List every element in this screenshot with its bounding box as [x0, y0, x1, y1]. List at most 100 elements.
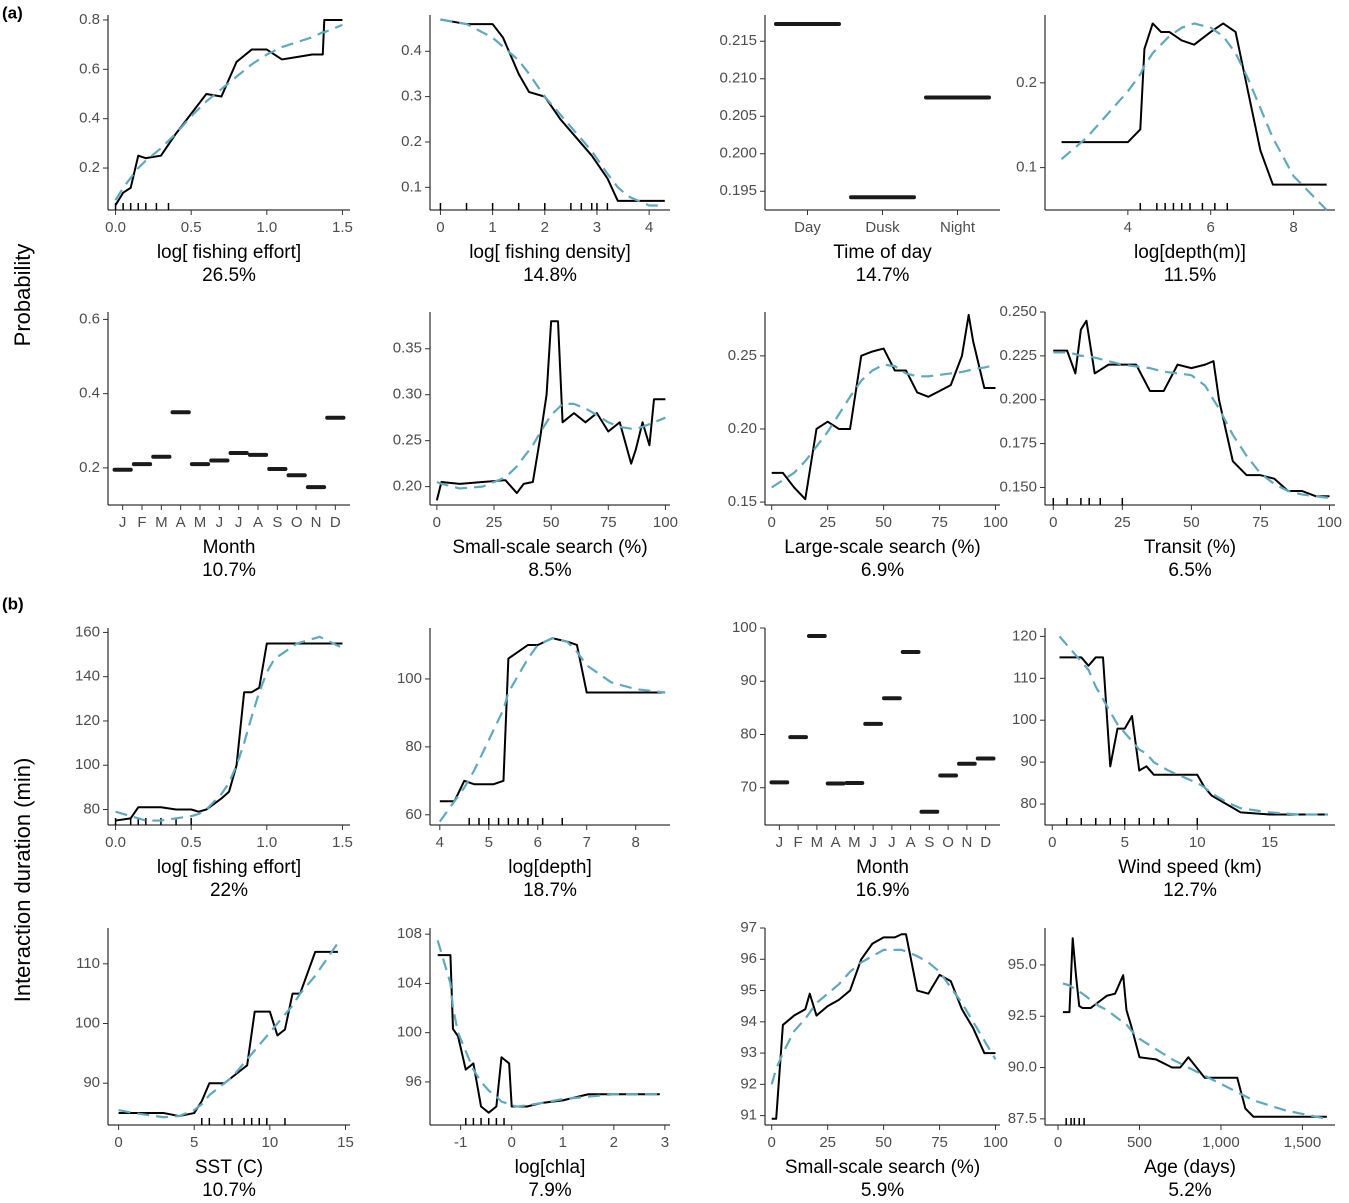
x-tick-label: 6: [534, 834, 542, 851]
y-tick-label: 100: [397, 670, 422, 687]
y-tick-label: 0.195: [719, 182, 757, 199]
y-tick-label: 0.225: [999, 347, 1037, 364]
x-tick-label: 0: [508, 1134, 516, 1151]
y-tick-label: 0.1: [401, 178, 422, 195]
x-tick-label: 0: [1054, 1134, 1062, 1151]
y-tick-label: 0.2: [79, 159, 100, 176]
x-tick-label: 75: [1252, 514, 1269, 531]
x-tick-label: M: [155, 514, 168, 531]
x-tick-label: 1: [488, 219, 496, 236]
x-tick-label: O: [291, 514, 303, 531]
subtitle: 14.8%: [523, 265, 577, 286]
y-tick-label: 110: [1013, 669, 1037, 686]
y-tick-label: 100: [732, 619, 757, 636]
y-tick-label: 0.200: [999, 391, 1037, 408]
y-tick-label: 70: [740, 779, 757, 796]
y-tick-label: 0.150: [999, 478, 1037, 495]
y-tick-label: 91: [740, 1107, 757, 1124]
x-tick-label: 0.0: [105, 834, 126, 851]
x-tick-label: 75: [931, 514, 948, 531]
y-tick-label: 0.3: [401, 88, 422, 105]
x-tick-label: Day: [794, 219, 821, 236]
x-tick-label: 50: [875, 1134, 892, 1151]
y-tick-label: 90: [83, 1074, 100, 1091]
x-tick-label: -1: [454, 1134, 467, 1151]
x-tick-label: 7: [583, 834, 591, 851]
x-axis-label: log[ fishing effort]: [157, 242, 301, 263]
x-axis-label: log[chla]: [515, 1157, 586, 1178]
subtitle: 6.9%: [861, 560, 904, 581]
x-tick-label: 5: [1121, 834, 1129, 851]
y-tick-label: 0.25: [393, 432, 422, 449]
y-tick-label: 0.25: [728, 347, 757, 364]
smooth-line: [436, 402, 666, 490]
x-tick-label: 0: [1049, 514, 1057, 531]
smooth-line: [118, 942, 339, 1119]
x-axis-label: Month: [856, 857, 909, 878]
smooth-line: [1053, 351, 1330, 500]
x-tick-label: 15: [1261, 834, 1278, 851]
x-tick-label: 10: [261, 1134, 278, 1151]
y-tick-label: 90: [1020, 753, 1037, 770]
x-tick-label: J: [869, 834, 877, 851]
subtitle: 22%: [210, 880, 248, 901]
y-tick-label: 90.0: [1008, 1059, 1037, 1076]
y-tick-label: 0.175: [999, 435, 1037, 452]
y-tick-label: 0.215: [719, 32, 757, 49]
x-tick-label: A: [176, 514, 186, 531]
x-tick-label: 0.5: [181, 219, 202, 236]
partial-dependence-line: [771, 313, 996, 501]
y-tick-label: 100: [75, 756, 100, 773]
subtitle: 11.5%: [1164, 265, 1217, 286]
y-tick-label: 60: [405, 806, 422, 823]
x-tick-label: 0.0: [105, 219, 126, 236]
x-tick-label: A: [831, 834, 841, 851]
y-tick-label: 120: [75, 712, 100, 729]
x-tick-label: 1: [559, 1134, 567, 1151]
x-tick-label: 3: [661, 1134, 669, 1151]
partial-dependence-line: [1062, 937, 1327, 1118]
partial-dependence-line: [118, 950, 338, 1118]
y-tick-label: 0.4: [79, 110, 100, 127]
partial-dependence-line: [771, 933, 996, 1120]
y-tick-label: 96: [405, 1073, 422, 1090]
smooth-line: [771, 363, 996, 489]
x-axis-label: log[ fishing effort]: [157, 857, 301, 878]
x-tick-label: 1.0: [256, 834, 277, 851]
x-tick-label: J: [216, 514, 224, 531]
x-tick-label: 25: [486, 514, 503, 531]
panel-label: (a): [2, 3, 23, 22]
subtitle: 16.9%: [856, 880, 910, 901]
y-tick-label: 95: [740, 982, 757, 999]
y-tick-label: 0.30: [393, 386, 422, 403]
y-tick-label: 92.5: [1008, 1007, 1037, 1024]
x-tick-label: D: [330, 514, 341, 531]
subtitle: 8.5%: [528, 560, 571, 581]
x-tick-label: 75: [931, 1134, 948, 1151]
y-tick-label: 0.210: [719, 70, 757, 87]
x-axis-label: Month: [203, 537, 256, 558]
x-tick-label: A: [253, 514, 263, 531]
x-tick-label: J: [888, 834, 896, 851]
subtitle: 5.9%: [861, 1180, 904, 1201]
y-tick-label: 80: [405, 738, 422, 755]
x-tick-label: 1,500: [1284, 1134, 1322, 1151]
x-tick-label: Dusk: [865, 219, 900, 236]
x-tick-label: 0.5: [181, 834, 202, 851]
panel-label: (b): [2, 594, 24, 613]
x-tick-label: S: [272, 514, 282, 531]
subtitle: 10.7%: [202, 560, 256, 581]
x-axis-label: log[depth]: [508, 857, 591, 878]
subtitle: 5.2%: [1168, 1180, 1211, 1201]
y-tick-label: 0.6: [79, 60, 100, 77]
subtitle: 14.7%: [856, 265, 910, 286]
x-tick-label: 0: [1048, 834, 1056, 851]
x-tick-label: F: [794, 834, 803, 851]
x-axis-label: log[ fishing density]: [469, 242, 631, 263]
x-tick-label: Night: [940, 219, 976, 236]
x-tick-label: 0: [433, 514, 441, 531]
smooth-line: [436, 939, 660, 1108]
y-tick-label: 80: [83, 800, 100, 817]
x-axis-label: SST (C): [195, 1157, 263, 1178]
partial-dependence-line: [439, 637, 666, 803]
